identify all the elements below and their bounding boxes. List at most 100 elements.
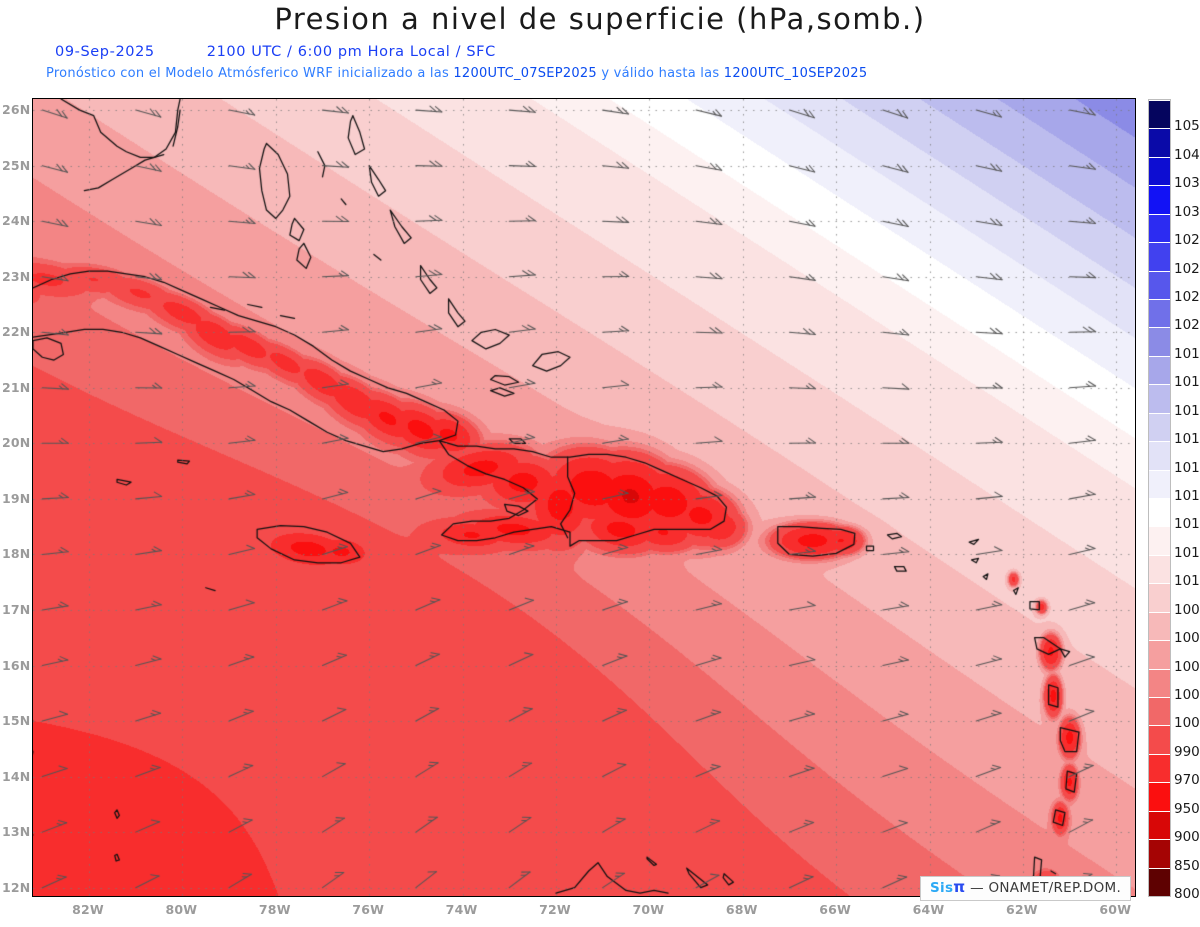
lat-tick-label: 25N bbox=[2, 157, 31, 173]
colorbar-divider bbox=[1149, 299, 1170, 300]
colorbar-tick-label: 1020 bbox=[1174, 317, 1200, 334]
colorbar-tick-label: 1006 bbox=[1174, 630, 1200, 647]
colorbar-divider bbox=[1149, 128, 1170, 130]
lat-tick-label: 16N bbox=[2, 657, 31, 673]
lon-tick-label: 68W bbox=[725, 902, 758, 917]
lat-tick-label: 13N bbox=[2, 824, 31, 840]
lat-tick-label: 24N bbox=[2, 213, 31, 229]
colorbar-tick-label: 800 bbox=[1174, 886, 1200, 902]
colorbar-divider bbox=[1149, 640, 1170, 642]
forecast-valid-time: 2100 UTC / 6:00 pm Hora Local / SFC bbox=[206, 44, 496, 60]
colorbar-swatch bbox=[1149, 725, 1170, 755]
colorbar-swatch bbox=[1149, 782, 1170, 812]
lat-tick-label: 17N bbox=[2, 601, 31, 617]
colorbar-swatch bbox=[1149, 753, 1170, 783]
colorbar-tick-label: 1017 bbox=[1174, 402, 1200, 419]
model-prefix-text: Pronóstico con el Modelo Atmósferico WRF… bbox=[46, 66, 454, 81]
colorbar-swatch bbox=[1149, 327, 1170, 357]
colorbar-tick-label: 1022 bbox=[1174, 289, 1200, 305]
colorbar-divider bbox=[1149, 412, 1170, 414]
lon-tick-label: 60W bbox=[1099, 902, 1132, 917]
colorbar-tick-label: 1008 bbox=[1174, 601, 1200, 618]
colorbar-swatch bbox=[1149, 697, 1170, 726]
colorbar-divider bbox=[1149, 156, 1170, 158]
colorbar-divider bbox=[1149, 498, 1170, 499]
colorbar-swatch bbox=[1149, 355, 1170, 385]
colorbar-swatch bbox=[1149, 270, 1170, 300]
pressure-heatmap-canvas bbox=[33, 99, 1135, 896]
colorbar-tick-label: 970 bbox=[1174, 772, 1200, 789]
lon-tick-label: 70W bbox=[632, 902, 665, 917]
colorbar-divider bbox=[1149, 355, 1170, 357]
colorbar-tick-label: 1000 bbox=[1174, 715, 1200, 732]
colorbar-tick-label: 1015 bbox=[1174, 459, 1200, 476]
colorbar-divider bbox=[1149, 810, 1170, 812]
page-title: Presion a nivel de superficie (hPa,somb.… bbox=[274, 2, 926, 36]
colorbar-tick-label: 1002 bbox=[1174, 687, 1200, 703]
colorbar-tick-label: 1028 bbox=[1174, 232, 1200, 249]
sis-logo-text: Sis bbox=[930, 880, 954, 896]
colorbar-swatch bbox=[1149, 441, 1170, 470]
colorbar-swatch bbox=[1149, 640, 1170, 669]
map-plot-area[interactable] bbox=[32, 98, 1136, 897]
colorbar-divider bbox=[1149, 725, 1170, 727]
lon-tick-label: 74W bbox=[445, 902, 478, 917]
model-description-line: Pronóstico con el Modelo Atmósferico WRF… bbox=[46, 66, 1186, 81]
colorbar-swatch bbox=[1149, 526, 1170, 556]
lat-tick-label: 18N bbox=[2, 546, 31, 562]
colorbar-divider bbox=[1149, 839, 1170, 841]
colorbar-tick-label: 1050 bbox=[1174, 118, 1200, 135]
colorbar-tick-label: 1013 bbox=[1174, 516, 1200, 533]
pressure-colorbar[interactable] bbox=[1148, 99, 1171, 897]
model-valid-stamp: 1200UTC_10SEP2025 bbox=[723, 66, 868, 81]
colorbar-swatch bbox=[1149, 554, 1170, 584]
colorbar-divider bbox=[1149, 100, 1170, 101]
colorbar-tick-label: 990 bbox=[1174, 743, 1200, 760]
colorbar-divider bbox=[1149, 441, 1170, 443]
colorbar-tick-label: 1040 bbox=[1174, 146, 1200, 163]
colorbar-tick-label: 850 bbox=[1174, 857, 1200, 874]
lon-tick-label: 64W bbox=[912, 902, 945, 917]
lat-tick-label: 21N bbox=[2, 379, 31, 395]
lon-tick-label: 66W bbox=[819, 902, 852, 917]
lat-tick-label: 15N bbox=[2, 713, 31, 729]
colorbar-divider bbox=[1149, 213, 1170, 215]
colorbar-swatch bbox=[1149, 839, 1170, 868]
lat-tick-label: 20N bbox=[2, 435, 31, 451]
colorbar-divider bbox=[1149, 384, 1170, 386]
colorbar-swatch bbox=[1149, 156, 1170, 186]
colorbar-divider bbox=[1149, 867, 1170, 869]
model-init-stamp: 1200UTC_07SEP2025 bbox=[453, 66, 597, 81]
colorbar-swatch bbox=[1149, 583, 1170, 613]
colorbar-tick-label: 1035 bbox=[1174, 175, 1200, 192]
colorbar-divider bbox=[1149, 583, 1170, 585]
colorbar-tick-label: 950 bbox=[1174, 800, 1200, 817]
colorbar-tick-label: 1014 bbox=[1174, 488, 1200, 504]
colorbar-swatch bbox=[1149, 412, 1170, 442]
colorbar-divider bbox=[1149, 270, 1170, 272]
colorbar-divider bbox=[1149, 697, 1170, 698]
colorbar-swatch bbox=[1149, 213, 1170, 243]
forecast-time-line: 09-Sep-2025 2100 UTC / 6:00 pm Hora Local… bbox=[55, 44, 1155, 60]
lon-tick-label: 76W bbox=[352, 902, 385, 917]
pi-logo-icon: π bbox=[953, 878, 966, 896]
colorbar-tick-label: 1010 bbox=[1174, 573, 1200, 590]
organization-label: — ONAMET/REP.DOM. bbox=[970, 880, 1122, 896]
colorbar-divider bbox=[1149, 242, 1170, 244]
lat-tick-label: 26N bbox=[2, 102, 31, 118]
colorbar-swatch bbox=[1149, 128, 1170, 158]
colorbar-tick-label: 1030 bbox=[1174, 203, 1200, 220]
colorbar-swatch bbox=[1149, 810, 1170, 840]
colorbar-swatch bbox=[1149, 469, 1170, 499]
colorbar-swatch bbox=[1149, 668, 1170, 698]
attribution-badge: Sisπ — ONAMET/REP.DOM. bbox=[920, 876, 1132, 901]
lat-tick-label: 23N bbox=[2, 268, 31, 284]
colorbar-swatch bbox=[1149, 384, 1170, 414]
colorbar-tick-label: 1004 bbox=[1174, 658, 1200, 675]
lon-tick-label: 82W bbox=[72, 902, 104, 917]
model-mid-text: y válido hasta las bbox=[596, 66, 724, 81]
colorbar-swatch bbox=[1149, 100, 1170, 129]
colorbar-tick-label: 1016 bbox=[1174, 431, 1200, 448]
colorbar-tick-label: 900 bbox=[1174, 829, 1200, 846]
lat-tick-label: 14N bbox=[2, 768, 31, 784]
